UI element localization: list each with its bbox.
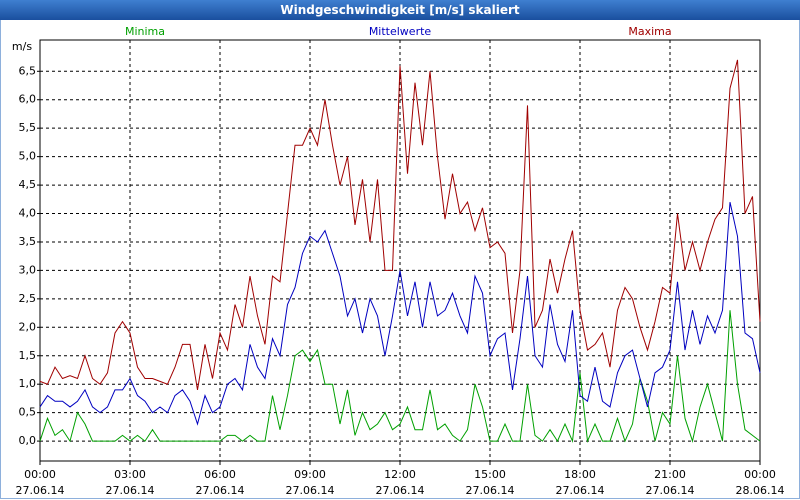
y-axis-label: m/s [12,40,32,53]
x-tick-label: 28.06.14 [736,484,785,497]
y-tick-label: 5,0 [19,150,37,163]
series-line [39,202,761,426]
x-tick-label: 12:00 [384,468,416,481]
legend-label: Mittelwerte [369,25,432,38]
y-tick-label: 5,5 [19,121,37,134]
y-tick-label: 4,0 [19,207,37,220]
y-tick-label: 6,5 [19,64,37,77]
y-tick-label: 2,0 [19,320,37,333]
x-tick-label: 27.06.14 [286,484,335,497]
x-tick-label: 27.06.14 [646,484,695,497]
y-tick-label: 1,5 [19,349,37,362]
x-tick-label: 27.06.14 [106,484,155,497]
y-tick-label: 3,5 [19,235,37,248]
y-tick-label: 3,0 [19,263,37,276]
y-tick-label: 4,5 [19,178,37,191]
x-tick-label: 27.06.14 [556,484,605,497]
legend-label: Minima [125,25,165,38]
y-tick-label: 1,0 [19,377,37,390]
series-line [39,59,761,390]
y-tick-label: 0,5 [19,406,37,419]
y-tick-label: 0,0 [19,434,37,447]
x-tick-label: 18:00 [564,468,596,481]
x-tick-label: 27.06.14 [16,484,65,497]
x-tick-label: 06:00 [204,468,236,481]
x-tick-label: 27.06.14 [466,484,515,497]
x-tick-label: 27.06.14 [376,484,425,497]
y-tick-label: 6,0 [19,93,37,106]
chart-title: Windgeschwindigkeit [m/s] skaliert [0,0,800,20]
y-tick-label: 2,5 [19,292,37,305]
x-tick-label: 15:00 [474,468,506,481]
x-tick-label: 00:00 [24,468,56,481]
x-tick-label: 27.06.14 [196,484,245,497]
x-tick-label: 00:00 [744,468,776,481]
legend-label: Maxima [628,25,671,38]
x-tick-label: 03:00 [114,468,146,481]
x-tick-label: 21:00 [654,468,686,481]
x-tick-label: 09:00 [294,468,326,481]
